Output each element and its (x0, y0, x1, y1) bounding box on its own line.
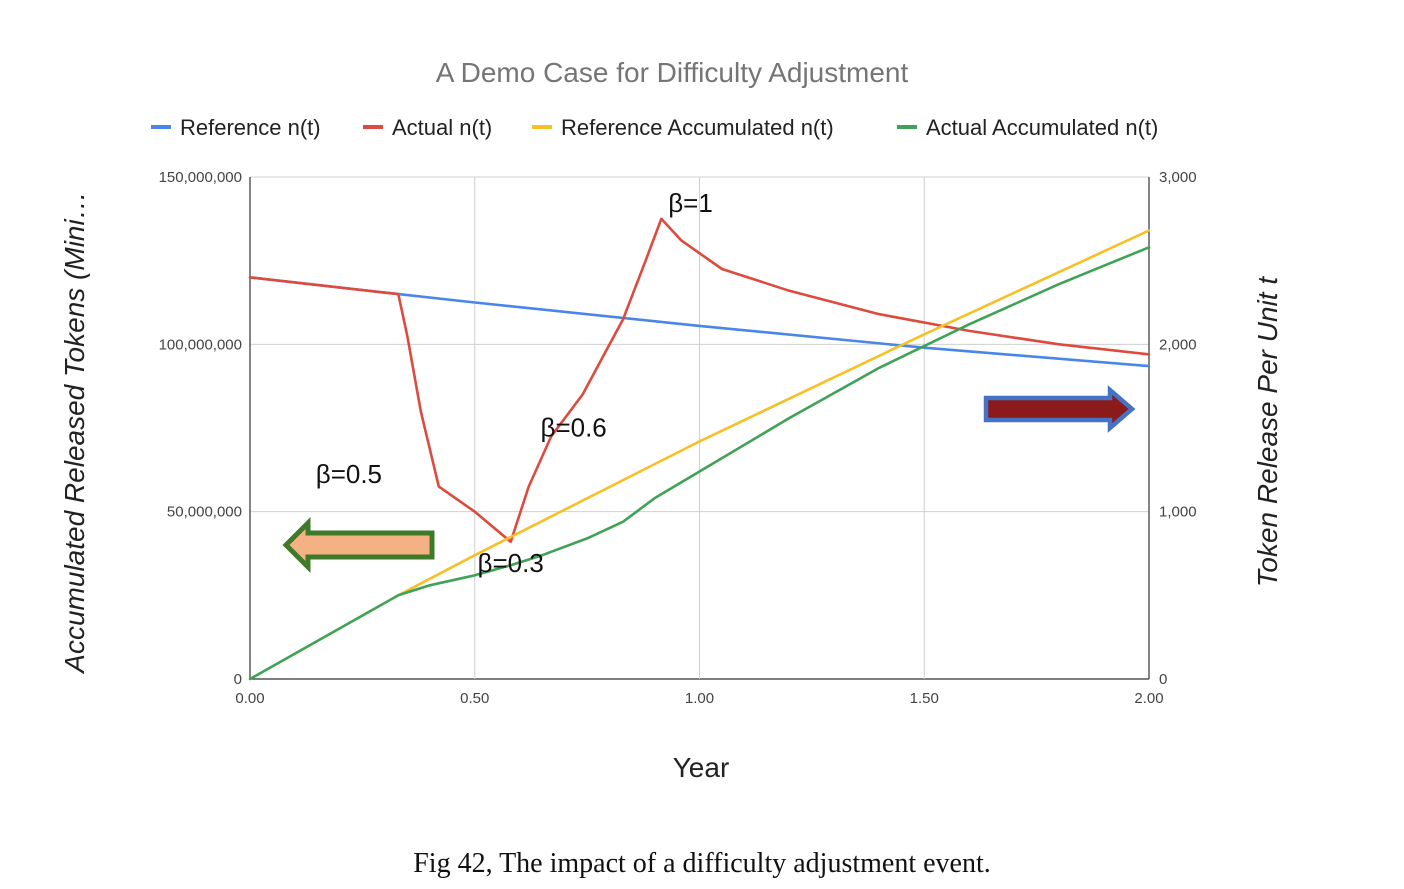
legend-label: Actual n(t) (392, 115, 492, 140)
y-right-axis-title: Token Release Per Unit t (1252, 276, 1283, 587)
legend-label: Reference n(t) (180, 115, 321, 140)
y-left-axis-title: Accumulated Released Tokens (Mini… (59, 191, 90, 674)
x-axis-title: Year (673, 752, 730, 783)
axes: 0 50,000,000 100,000,000 150,000,000 0 1,000 2… (159, 169, 1197, 707)
y-left-tick-label: 150,000,000 (159, 169, 242, 186)
y-right-tick-label: 1,000 (1159, 504, 1197, 521)
y-right-tick-label: 0 (1159, 671, 1167, 688)
x-tick-label: 0.50 (460, 690, 489, 707)
gridlines (249, 176, 1150, 680)
series-lines (248, 217, 1151, 681)
legend-item: Reference n(t) (151, 115, 321, 140)
legend: Reference n(t) Actual n(t) Reference Accum… (151, 115, 1158, 140)
series-line-actual-n-t (248, 217, 1151, 544)
beta-annotation: β=0.3 (478, 548, 544, 578)
right-axis-arrow (983, 385, 1136, 433)
y-left-tick-label: 100,000,000 (159, 336, 242, 353)
legend-label: Reference Accumulated n(t) (561, 115, 834, 140)
y-right-tick-label: 3,000 (1159, 169, 1197, 186)
beta-annotation: β=0.6 (540, 412, 606, 442)
legend-item: Reference Accumulated n(t) (532, 115, 834, 140)
y-right-tick-label: 2,000 (1159, 336, 1197, 353)
x-tick-label: 0.00 (235, 690, 264, 707)
arrows (282, 385, 1136, 574)
x-tick-label: 1.00 (685, 690, 714, 707)
legend-item: Actual n(t) (363, 115, 492, 140)
chart-title: A Demo Case for Difficulty Adjustment (436, 57, 909, 88)
series-line-reference-accumulated-n-t (396, 229, 1151, 597)
legend-item: Actual Accumulated n(t) (897, 115, 1158, 140)
y-left-tick-label: 0 (234, 671, 242, 688)
beta-annotation: β=1 (668, 188, 713, 218)
x-tick-label: 2.00 (1134, 690, 1163, 707)
beta-annotation: β=0.5 (316, 459, 382, 489)
x-tick-label: 1.50 (910, 690, 939, 707)
annotations: β=1 β=0.6 β=0.5 β=0.3 (316, 188, 713, 578)
series-line-actual-accumulated-n-t (248, 246, 1151, 681)
legend-label: Actual Accumulated n(t) (926, 115, 1158, 140)
left-axis-arrow (282, 516, 435, 574)
figure-caption: Fig 42, The impact of a difficulty adjus… (413, 848, 991, 879)
y-left-tick-label: 50,000,000 (167, 504, 242, 521)
